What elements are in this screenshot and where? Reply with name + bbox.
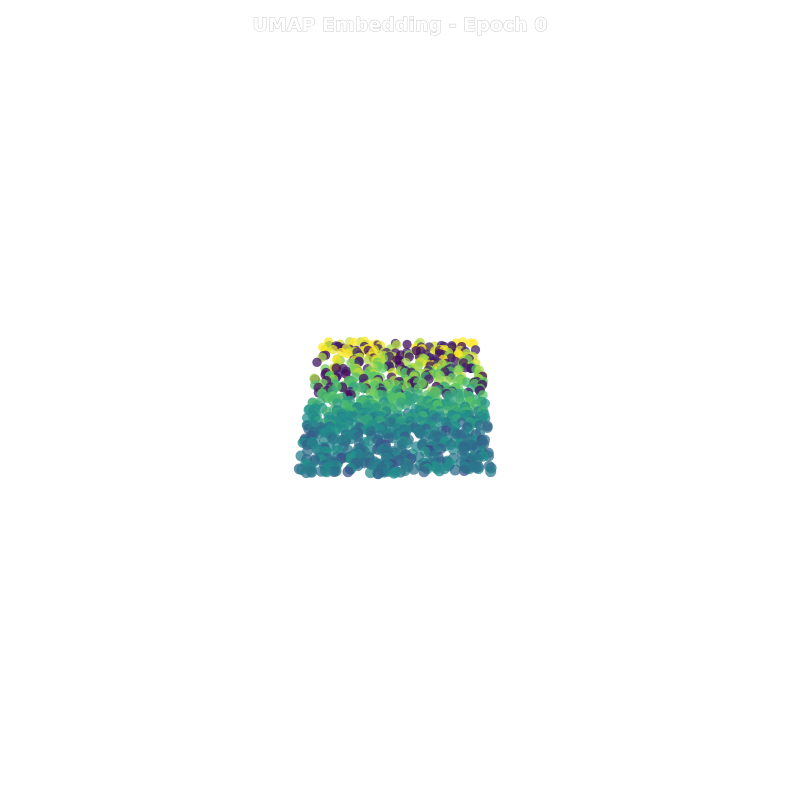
scatter-point [418, 466, 430, 478]
scatter-point [342, 466, 354, 478]
scatter-point [305, 465, 317, 477]
scatter-point [328, 344, 338, 355]
scatter-point [482, 420, 493, 432]
scatter-point [390, 466, 401, 478]
scatter-point [342, 349, 352, 359]
scatter-point [402, 339, 412, 350]
scatter-point [474, 420, 485, 431]
scatter-points-layer [293, 336, 497, 480]
scatter-point [408, 463, 420, 475]
scatter-point [312, 357, 322, 368]
scatter-point [369, 380, 380, 391]
scatter-point [372, 468, 384, 480]
scatter-point [470, 462, 482, 473]
chart-title: UMAP Embedding - Epoch 0 [252, 14, 547, 36]
scatter-point [485, 466, 497, 478]
scatter-point [363, 355, 374, 365]
scatter-point [460, 462, 472, 474]
scatter-point [321, 466, 333, 478]
scatter-point [330, 465, 342, 477]
scatter-point [449, 464, 461, 476]
scatter-point [349, 337, 359, 347]
scatter-point [448, 444, 459, 455]
scatter-point [358, 457, 370, 469]
scatter-point [378, 363, 388, 373]
scatter-point [438, 463, 450, 475]
